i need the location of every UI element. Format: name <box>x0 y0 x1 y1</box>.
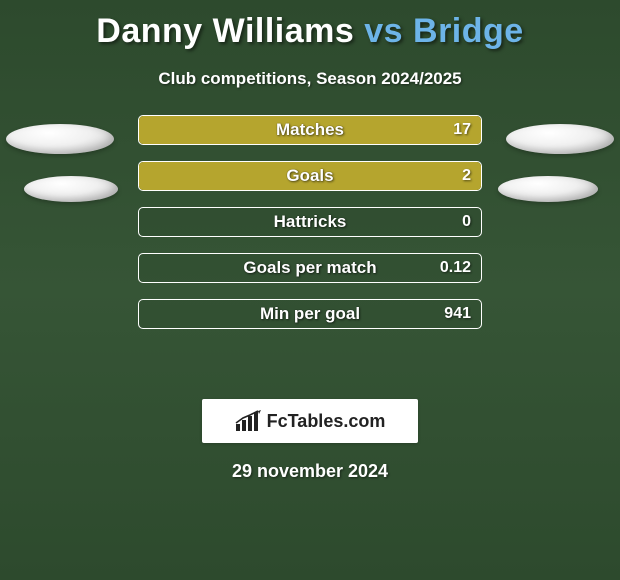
title-vs: vs <box>364 12 403 50</box>
player2-marker-1 <box>506 124 614 154</box>
bar-fill <box>139 162 481 190</box>
page-title: Danny Williams vs Bridge <box>0 0 620 51</box>
bar-value: 941 <box>444 300 471 328</box>
bar-label: Hattricks <box>139 208 481 236</box>
brand-box: FcTables.com <box>202 399 418 443</box>
bar-value: 0.12 <box>440 254 471 282</box>
bar-goals-per-match: Goals per match 0.12 <box>138 253 482 283</box>
subtitle: Club competitions, Season 2024/2025 <box>0 69 620 89</box>
player2-marker-2 <box>498 176 598 202</box>
comparison-arena: Matches 17 Goals 2 Hattricks 0 Goals per… <box>0 127 620 377</box>
title-player1: Danny Williams <box>96 12 354 50</box>
chart-growth-icon <box>235 410 261 432</box>
bar-matches: Matches 17 <box>138 115 482 145</box>
bar-fill <box>139 116 481 144</box>
brand-text: FcTables.com <box>267 411 386 432</box>
bar-label: Goals per match <box>139 254 481 282</box>
bar-label: Min per goal <box>139 300 481 328</box>
bar-value: 0 <box>462 208 471 236</box>
bar-min-per-goal: Min per goal 941 <box>138 299 482 329</box>
player1-marker-1 <box>6 124 114 154</box>
player1-marker-2 <box>24 176 118 202</box>
title-player2: Bridge <box>413 12 524 50</box>
bar-goals: Goals 2 <box>138 161 482 191</box>
bar-hattricks: Hattricks 0 <box>138 207 482 237</box>
stat-bars: Matches 17 Goals 2 Hattricks 0 Goals per… <box>138 115 482 345</box>
date: 29 november 2024 <box>0 461 620 482</box>
